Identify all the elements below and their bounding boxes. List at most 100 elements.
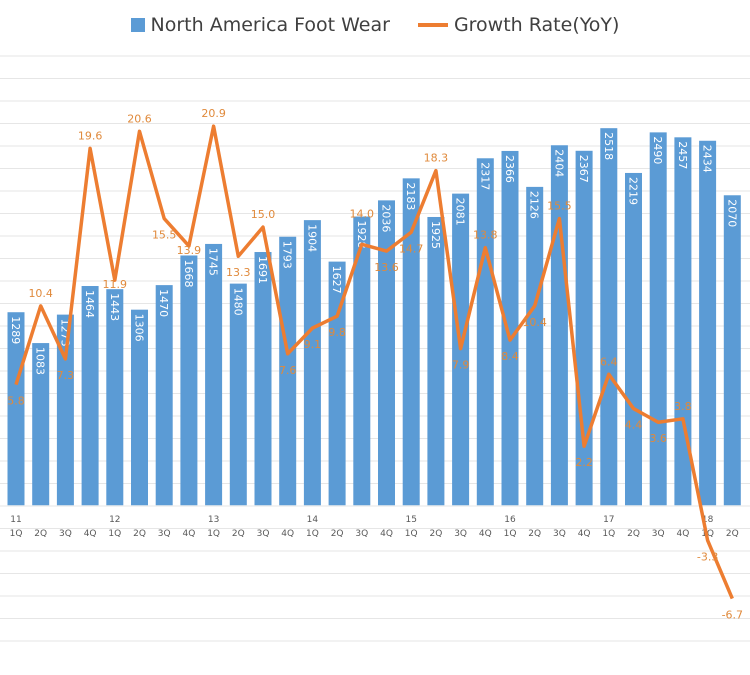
- bar-data-label: 1470: [157, 289, 170, 317]
- x-tick-label: 3Q: [454, 529, 467, 539]
- bar: [106, 289, 124, 506]
- x-year-label: 18: [702, 515, 714, 525]
- bar-data-label: 1925: [429, 221, 442, 249]
- x-tick-label: 4Q: [676, 529, 689, 539]
- bar-data-label: 1793: [281, 241, 294, 269]
- bar: [7, 312, 25, 506]
- x-tick-label: 1Q: [405, 529, 418, 539]
- x-tick-label: 3Q: [59, 529, 72, 539]
- bar: [649, 132, 667, 506]
- line-data-label: 11.9: [103, 278, 128, 291]
- bar: [353, 216, 371, 506]
- line-data-label: 13.8: [473, 229, 498, 242]
- x-tick-label: 2Q: [627, 529, 640, 539]
- bar: [205, 243, 223, 506]
- bar-data-label: 2434: [701, 145, 714, 173]
- bar-data-label: 1627: [330, 266, 343, 294]
- legend-label: North America Foot Wear: [150, 14, 390, 36]
- line-data-label: 2.2: [575, 456, 593, 469]
- bar: [180, 255, 198, 506]
- bar: [155, 285, 173, 506]
- bar-data-label: 1443: [108, 293, 121, 321]
- x-tick-label: 3Q: [158, 529, 171, 539]
- line-data-label: 19.6: [78, 129, 103, 142]
- bar-data-label: 2518: [602, 132, 615, 160]
- line-data-label: -6.7: [722, 609, 743, 622]
- bar: [501, 150, 519, 506]
- x-tick-label: 2Q: [331, 529, 344, 539]
- bar-data-label: 2404: [552, 149, 565, 177]
- x-tick-label: 2Q: [429, 529, 442, 539]
- bar-data-label: 1745: [207, 248, 220, 276]
- bar: [402, 178, 420, 506]
- bar-data-label: 1928: [355, 221, 368, 249]
- x-tick-label: 1Q: [207, 529, 220, 539]
- bar-data-label: 2070: [725, 199, 738, 227]
- line-data-label: 15.5: [152, 229, 177, 242]
- bar-data-label: 1083: [34, 347, 47, 375]
- x-tick-label: 2Q: [726, 529, 739, 539]
- bar: [723, 195, 741, 506]
- bar: [600, 128, 618, 506]
- x-year-label: 14: [307, 515, 319, 525]
- bar: [229, 283, 247, 506]
- bar-data-label: 2490: [651, 136, 664, 164]
- x-tick-label: 2Q: [232, 529, 245, 539]
- bar-data-label: 2317: [478, 162, 491, 190]
- x-tick-label: 3Q: [553, 529, 566, 539]
- line-data-label: 15.0: [251, 208, 276, 221]
- x-tick-label: 1Q: [602, 529, 615, 539]
- x-tick-label: 1Q: [504, 529, 517, 539]
- bar: [81, 286, 99, 506]
- x-tick-label: 1Q: [306, 529, 319, 539]
- x-year-label: 16: [504, 515, 516, 525]
- line-data-label: 8.4: [501, 350, 519, 363]
- x-year-label: 17: [603, 515, 614, 525]
- line-data-label: 20.9: [201, 107, 226, 120]
- x-year-label: 12: [109, 515, 120, 525]
- x-tick-label: 4Q: [479, 529, 492, 539]
- bar: [32, 343, 50, 506]
- x-tick-label: 2Q: [528, 529, 541, 539]
- bar-data-label: 1480: [231, 288, 244, 316]
- bar: [378, 200, 395, 506]
- bar-data-label: 1904: [305, 224, 318, 252]
- bar-data-label: 1691: [256, 256, 269, 284]
- x-tick-label: 4Q: [84, 529, 97, 539]
- x-year-label: 15: [405, 515, 416, 525]
- x-year-label: 11: [10, 515, 21, 525]
- bar: [674, 137, 692, 506]
- bar-data-label: 2036: [380, 204, 393, 232]
- line-data-label: 7.3: [57, 369, 75, 382]
- line-data-label: 3.8: [674, 400, 692, 413]
- legend-swatch-bar: [130, 18, 145, 32]
- x-tick-label: 2Q: [34, 529, 47, 539]
- bar-data-label: 2126: [528, 191, 541, 219]
- bar-data-label: 1464: [83, 290, 96, 318]
- x-tick-label: 3Q: [355, 529, 368, 539]
- x-tick-label: 3Q: [257, 529, 270, 539]
- bar: [328, 261, 346, 506]
- line-data-label: 5.8: [7, 395, 25, 408]
- x-tick-label: 3Q: [652, 529, 665, 539]
- bar-data-label: 2457: [676, 141, 689, 169]
- line-data-label: 10.4: [522, 316, 547, 329]
- line-data-label: 10.4: [28, 287, 53, 300]
- x-tick-label: 4Q: [578, 529, 591, 539]
- x-tick-label: 1Q: [10, 529, 23, 539]
- bar-data-label: 1668: [182, 259, 195, 287]
- line-data-label: 3.6: [649, 432, 667, 445]
- line-data-label: 13.3: [226, 266, 251, 279]
- x-tick-label: 4Q: [182, 529, 195, 539]
- line-data-label: 15.5: [547, 200, 572, 213]
- line-data-label: 20.6: [127, 112, 152, 125]
- x-year-label: 13: [208, 515, 219, 525]
- bar-data-label: 2219: [627, 177, 640, 205]
- bar: [56, 314, 74, 506]
- line-data-label: 9.8: [328, 326, 346, 339]
- bar: [526, 186, 544, 506]
- line-data-label: 14.7: [399, 242, 424, 255]
- bar: [279, 236, 297, 506]
- x-tick-label: 4Q: [380, 529, 393, 539]
- bar-data-label: 2367: [577, 155, 590, 183]
